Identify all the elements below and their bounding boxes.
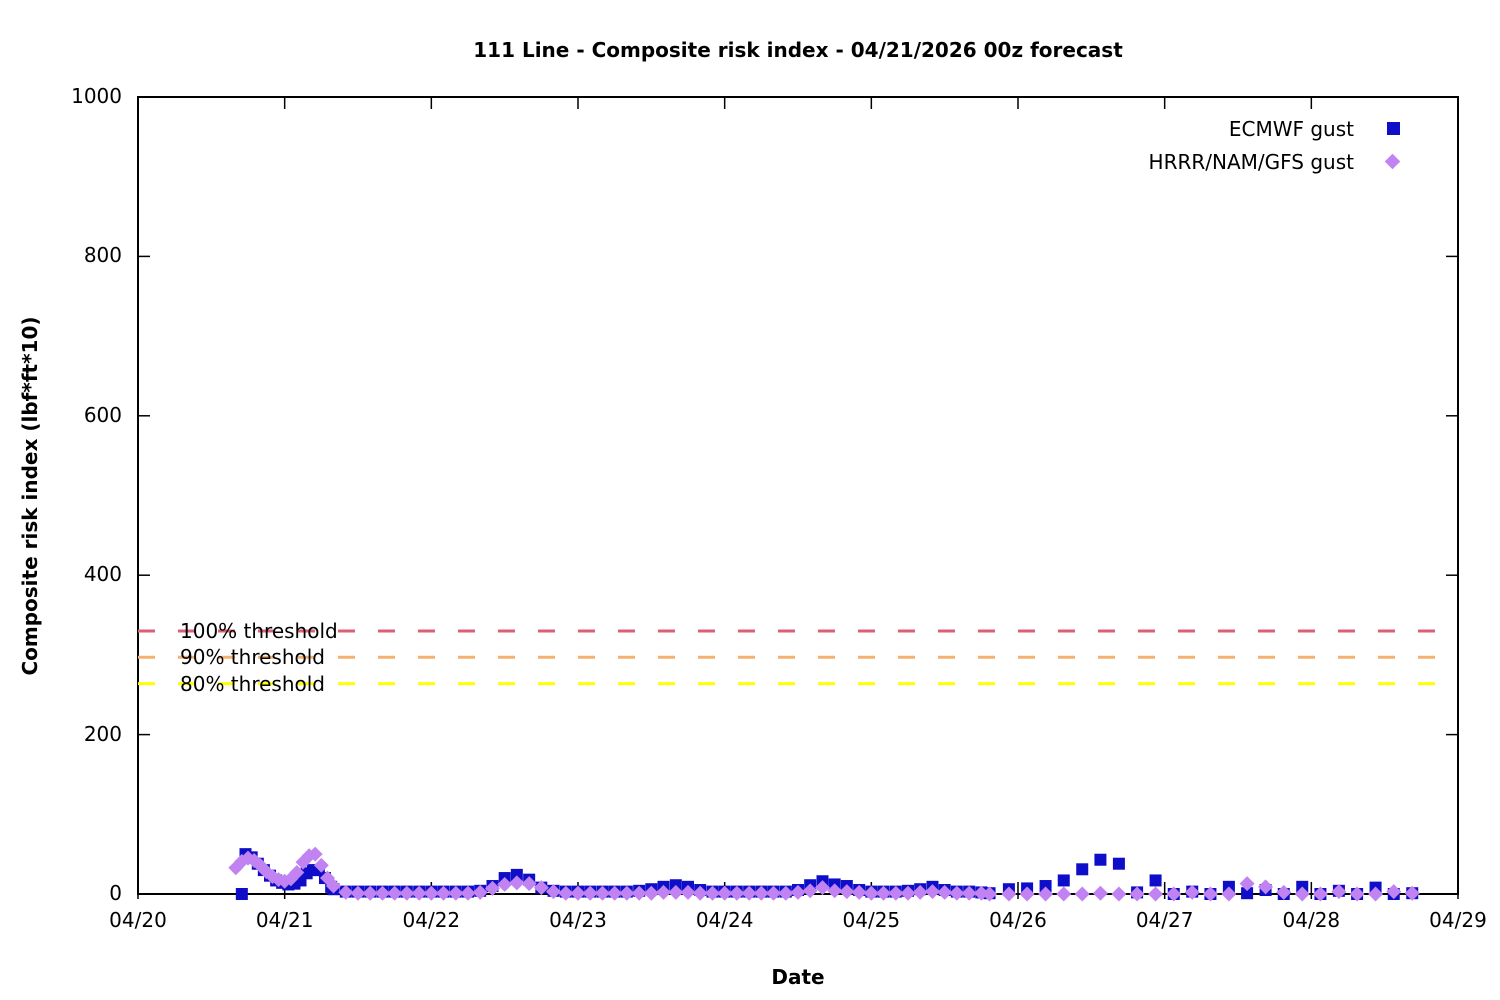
x-tick-label: 04/26 [989,908,1047,932]
square-marker-icon [1387,122,1400,135]
ecmwf-point [1076,863,1089,876]
hrrr-point [814,880,830,896]
y-tick-label: 200 [83,721,122,746]
ecmwf-point [1057,874,1070,887]
x-tick-label: 04/25 [842,908,901,932]
x-tick-label: 04/22 [402,908,461,932]
x-tick-label: 04/28 [1282,908,1341,932]
y-axis-label: Composite risk index (lbf*ft*10) [18,316,42,676]
legend-label-hrrr: HRRR/NAM/GFS gust [1148,149,1354,174]
hrrr-point [839,884,855,900]
x-axis-label: Date [771,965,825,989]
hrrr-point [982,886,998,902]
ecmwf-point [510,868,523,881]
y-tick-label: 800 [83,243,122,268]
ecmwf-point [235,888,248,900]
x-tick-label: 04/24 [695,908,754,932]
hrrr-point [937,884,953,900]
ecmwf-point [1094,853,1107,866]
legend-label-ecmwf: ECMWF gust [1228,116,1354,141]
ecmwf-point [1112,857,1125,870]
x-tick-label: 04/21 [255,908,314,932]
hrrr-point [326,878,342,894]
hrrr-point [717,885,733,901]
threshold-label: 80% threshold [180,671,325,696]
hrrr-point [1111,886,1127,902]
hrrr-point [949,885,965,901]
hrrr-point [827,883,843,899]
legend-item-ecmwf: ECMWF gust [1149,112,1400,145]
hrrr-point [729,885,745,901]
hrrr-point [1074,886,1090,902]
ecmwf-point [1149,874,1162,887]
hrrr-point [1056,886,1072,902]
diamond-marker-icon [1384,153,1401,170]
legend-item-hrrr: HRRR/NAM/GFS gust [1148,145,1401,178]
legend: ECMWF gust HRRR/NAM/GFS gust [1148,112,1401,178]
x-tick-label: 04/20 [109,908,167,932]
ecmwf-point [1241,887,1254,900]
ecmwf-point [1039,880,1052,893]
hrrr-point [533,880,549,896]
y-tick-label: 0 [109,881,122,905]
threshold-label: 90% threshold [180,645,325,670]
plot-border [137,96,1459,895]
x-tick-label: 04/23 [549,908,607,932]
hrrr-point [607,885,623,901]
hrrr-point [1148,886,1164,902]
x-tick-label: 04/29 [1429,908,1487,932]
y-tick-label: 400 [83,562,122,587]
y-tick-label: 1000 [71,84,122,108]
x-tick-label: 04/27 [1135,908,1194,932]
hrrr-point [1092,885,1108,901]
chart-title: 111 Line - Composite risk index - 04/21/… [473,38,1123,62]
hrrr-point [619,885,635,901]
y-tick-label: 600 [83,402,122,427]
threshold-label: 100% threshold [180,618,338,643]
